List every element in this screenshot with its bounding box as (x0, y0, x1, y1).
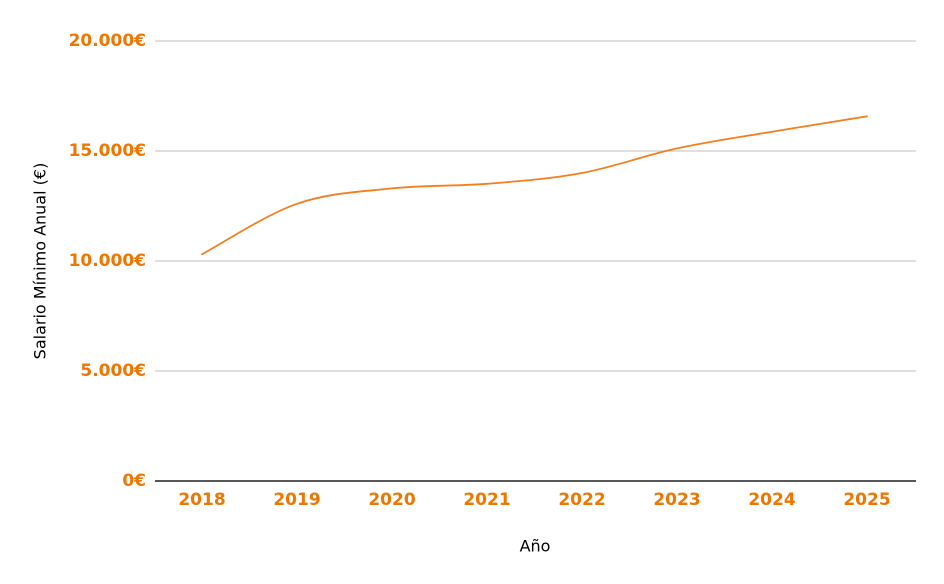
x-tick-label: 2019 (273, 490, 321, 510)
gridlines (155, 40, 916, 372)
x-tick-label: 2021 (463, 490, 511, 510)
y-tick-label: 10.000€ (68, 251, 146, 271)
x-tick-label: 2020 (368, 490, 416, 510)
x-tick-label: 2025 (843, 490, 891, 510)
y-tick-label: 20.000€ (68, 31, 146, 51)
x-tick-label: 2022 (558, 490, 606, 510)
x-tick-label: 2024 (748, 490, 796, 510)
x-axis-title: Año (519, 536, 551, 556)
y-axis-title: Salario Mínimo Anual (€) (30, 162, 50, 360)
y-tick-label: 5.000€ (80, 361, 146, 381)
y-tick-label: 15.000€ (68, 141, 146, 161)
series-path (201, 115, 868, 256)
data-series-line (201, 115, 868, 256)
x-tick-label: 2018 (178, 490, 226, 510)
x-tick-label: 2023 (653, 490, 701, 510)
y-tick-label: 0€ (122, 471, 146, 491)
